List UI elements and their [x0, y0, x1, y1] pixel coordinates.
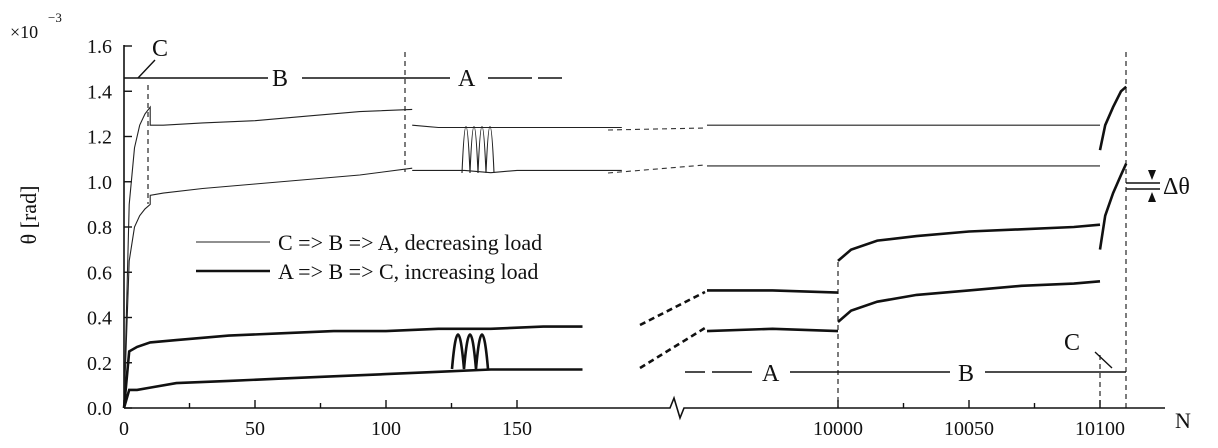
region-label-bottom-b: B [958, 361, 974, 387]
y-tick-label: 1.0 [87, 172, 112, 194]
y-multiplier-base: ×10 [10, 22, 38, 42]
delta-theta-label: Δθ [1163, 174, 1190, 200]
delta-theta-arrow-up [1148, 192, 1156, 202]
bridge-thin-upper [607, 127, 706, 131]
y-tick-label: 0.6 [87, 262, 112, 284]
bridge-thick-upper [639, 290, 706, 327]
legend-label-decreasing: C => B => A, decreasing load [278, 230, 542, 255]
bottom-region-markers: A B C [685, 330, 1126, 387]
transition-loop-thick [450, 333, 490, 370]
y-tick-label: 0.0 [87, 398, 112, 420]
y-tick-label: 0.8 [87, 217, 112, 239]
increasing-load-series-line-8 [707, 289, 839, 294]
increasing-load-series-line-13 [1098, 85, 1128, 151]
decreasing-load-series-line-1 [123, 167, 413, 409]
increasing-load-series-line-12 [1098, 163, 1128, 250]
region-label-top-a: A [458, 66, 476, 92]
y-axis-title: θ [rad] [16, 186, 41, 245]
x-tick-label: 50 [245, 418, 265, 440]
series-layer [122, 85, 1128, 409]
y-tick-label: 1.2 [87, 127, 112, 149]
decreasing-load-series-line-2 [412, 124, 622, 129]
increasing-load-series-line-10 [837, 223, 1101, 262]
y-tick-label: 0.4 [87, 308, 112, 330]
bridge-thick-lower [639, 326, 706, 370]
x-tick-label: 150 [502, 418, 532, 440]
delta-theta-arrow-down [1148, 170, 1156, 180]
increasing-load-series-line-6 [122, 325, 583, 409]
decreasing-load-series-line-3 [412, 169, 622, 174]
y-multiplier: ×10 −3 [10, 10, 62, 42]
x-tick-label: 100 [371, 418, 401, 440]
x-tick-label: 10000 [813, 418, 863, 440]
region-label-top-b: B [272, 66, 288, 92]
legend-label-increasing: A => B => C, increasing load [278, 259, 538, 284]
delta-theta-annotation: Δθ [1126, 170, 1190, 202]
region-c-bottom-leader [1094, 351, 1113, 369]
top-region-markers: C B A [124, 36, 562, 92]
y-ticks: 0.0 0.2 0.4 0.6 0.8 1.0 1.2 1.4 1.6 [87, 36, 132, 420]
bridge-thin-lower [607, 164, 706, 174]
x-tick-label: 10050 [944, 418, 994, 440]
x-axis-line [124, 395, 1165, 421]
increasing-load-series-line-9 [706, 327, 839, 333]
x-axis-title: N [1175, 408, 1191, 433]
increasing-load-series-line-11 [837, 280, 1101, 323]
transition-loop-thin [461, 125, 495, 174]
increasing-load-series-line-7 [122, 368, 583, 409]
decreasing-load-series-line-0 [123, 105, 413, 409]
region-label-bottom-a: A [762, 361, 780, 387]
region-label-bottom-c: C [1064, 330, 1080, 356]
legend: C => B => A, decreasing load A => B => C… [196, 230, 542, 284]
x-tick-label: 0 [119, 418, 129, 440]
region-c-top-leader [137, 59, 156, 79]
x-tick-label: 10100 [1075, 418, 1125, 440]
y-tick-label: 1.6 [87, 36, 112, 58]
y-tick-label: 1.4 [87, 81, 112, 103]
y-tick-label: 0.2 [87, 353, 112, 375]
y-multiplier-exponent: −3 [48, 10, 62, 25]
region-label-top-c: C [152, 36, 168, 62]
x-ticks: 0 50 100 150 10000 10050 10100 [119, 400, 1125, 440]
